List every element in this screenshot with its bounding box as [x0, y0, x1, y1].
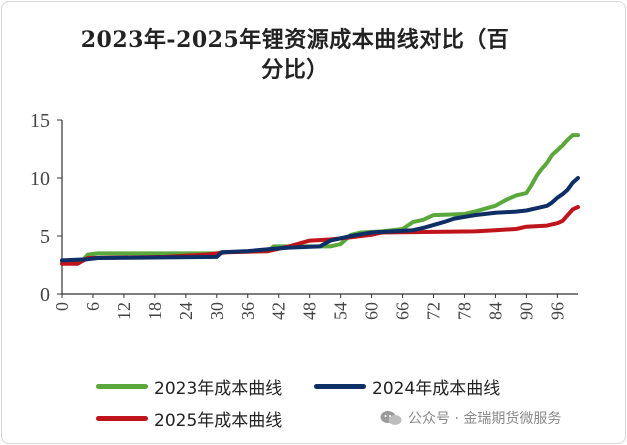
y-tick-label: 0 [40, 284, 50, 306]
legend-2025: 2025年成本曲线 [96, 406, 282, 431]
watermark-text: 公众号 · 金瑞期货微服务 [408, 411, 562, 427]
x-tick-label: 66 [393, 302, 413, 320]
series-line-3 [60, 205, 580, 266]
watermark: 公众号 · 金瑞期货微服务 [380, 408, 561, 428]
legend-2023: 2023年成本曲线 [96, 374, 282, 399]
x-tick-label: 90 [516, 302, 536, 320]
legend-swatch-2024 [314, 384, 366, 389]
series-line-1 [60, 133, 580, 264]
x-tick-label: 36 [238, 302, 258, 320]
series-line-2 [60, 176, 580, 263]
x-tick-label: 48 [300, 302, 320, 320]
x-tick-label: 42 [269, 302, 289, 320]
x-tick-label: 54 [331, 302, 351, 320]
legend-swatch-2023 [96, 384, 148, 389]
x-tick-label: 6 [83, 302, 103, 311]
x-tick-label: 60 [362, 302, 382, 320]
x-tick-label: 84 [485, 302, 505, 320]
x-tick-label: 30 [207, 302, 227, 320]
y-tick-label: 5 [40, 226, 50, 248]
x-tick-label: 24 [176, 302, 196, 320]
x-tick-label: 0 [52, 302, 72, 311]
x-tick-label: 72 [424, 302, 444, 320]
wechat-icon [380, 411, 402, 425]
legend-label-2025: 2025年成本曲线 [154, 411, 283, 431]
chart-title: 2023年-2025年锂资源成本曲线对比（百 分比） [60, 25, 530, 85]
chart-title-line-2: 分比） [261, 57, 329, 83]
legend-2024: 2024年成本曲线 [314, 374, 500, 399]
legend-label-2024: 2024年成本曲线 [372, 379, 501, 399]
legend-label-2023: 2023年成本曲线 [154, 379, 283, 399]
legend-swatch-2025 [96, 416, 148, 421]
x-tick-label: 78 [454, 302, 474, 320]
y-tick-label: 15 [30, 110, 50, 132]
x-tick-label: 96 [547, 302, 567, 320]
chart-title-line-1: 2023年-2025年锂资源成本曲线对比（百 [80, 27, 510, 53]
x-tick-label: 12 [114, 302, 134, 320]
series-lines [60, 133, 580, 266]
axes: 0 5 10 15 0 6 12 18 24 30 36 42 48 54 60 66 72 78 84 90 96 [30, 110, 578, 320]
y-tick-label: 10 [30, 168, 50, 190]
x-tick-label: 18 [145, 302, 165, 320]
